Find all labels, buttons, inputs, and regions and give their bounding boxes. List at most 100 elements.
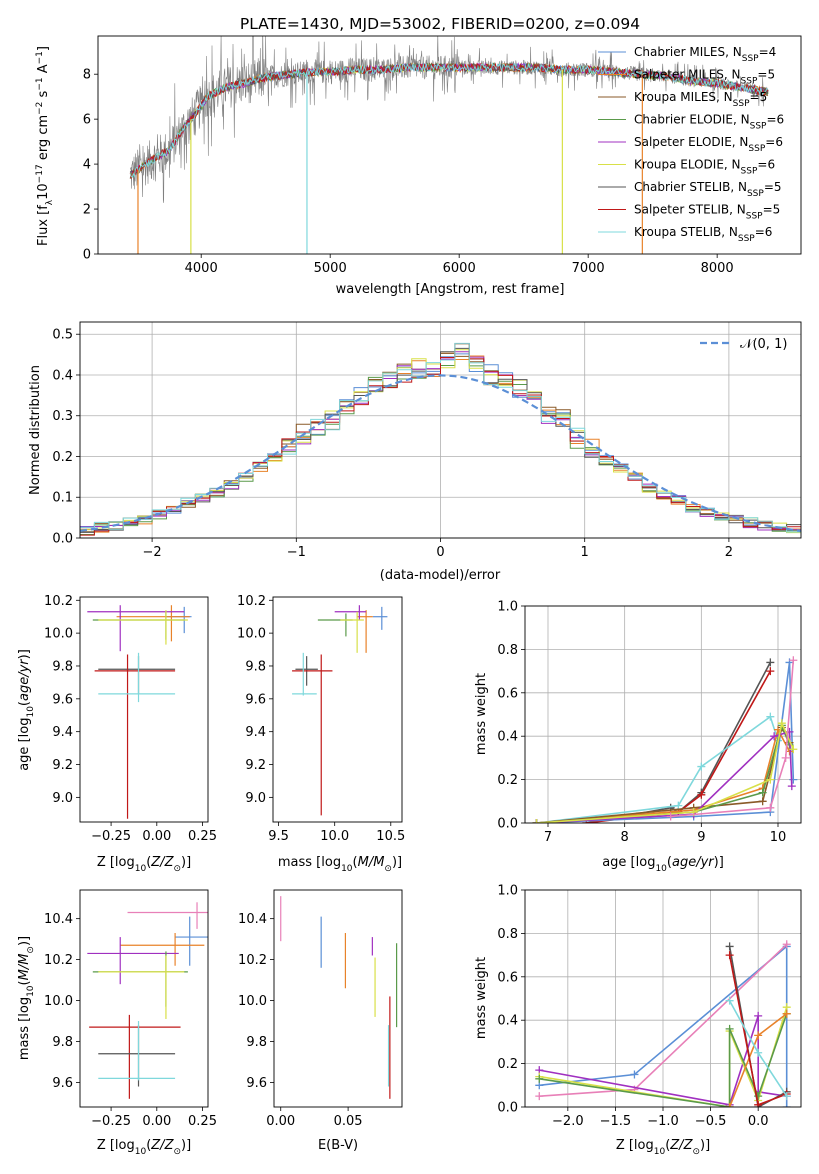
mass-weight-marker (766, 658, 775, 667)
mass-weight-marker (725, 996, 734, 1005)
x-axis-label: Z [log10(Z/Z⊙)] (97, 1138, 191, 1157)
x-axis-label: mass [log10(M/M⊙)] (278, 855, 402, 874)
mass-weight-marker (777, 719, 786, 728)
y-tick-label: 0.8 (497, 927, 518, 942)
axes-frame (97, 35, 802, 255)
x-tick-label: −1 (287, 545, 306, 560)
y-tick-label: 0.0 (497, 817, 518, 832)
x-tick-label: 10.0 (320, 829, 349, 844)
axes-frame (273, 889, 403, 1108)
plot-area-age-vs-mass (292, 605, 388, 816)
axes-age-vs-Z: −0.25 0.00 0.25 9.0 9.2 9.4 9.6 9.8 10.0 10.2 Z [l… (17, 594, 217, 874)
mass-weight-marker (789, 775, 798, 784)
x-axis-label: Z [log10(Z/Z⊙)] (97, 855, 191, 874)
mass-weight-marker (725, 951, 734, 960)
x-tick-label: 6000 (443, 261, 476, 276)
mass-weight-marker (789, 656, 798, 665)
mass-weight-marker (725, 1103, 734, 1107)
x-tick-label: 0.25 (188, 829, 217, 844)
mass-weight-marker (781, 753, 790, 762)
x-tick-label: 0.00 (142, 1114, 171, 1129)
axes-frame (272, 596, 403, 823)
y-axis-label: mass weight (474, 673, 489, 755)
x-axis-label: (data-model)/error (380, 568, 501, 583)
y-tick-label: 10.0 (44, 994, 73, 1009)
y-tick-label: 10.0 (237, 627, 266, 642)
x-tick-label: 2 (725, 545, 733, 560)
plot-area-spectrum (129, 36, 769, 254)
x-tick-label: 0.25 (188, 1114, 217, 1129)
mass-weight-marker (789, 745, 798, 754)
y-tick-label: 2 (83, 203, 91, 218)
x-axis-label: wavelength [Angstrom, rest frame] (336, 282, 565, 297)
y-tick-label: 0.4 (497, 1014, 518, 1029)
mass-weight-line (536, 715, 779, 823)
mass-weight-marker (725, 942, 734, 951)
y-tick-label: 0.2 (52, 450, 73, 465)
axes-frame (524, 889, 802, 1108)
legend-label: Salpeter MILES, NSSP=5 (634, 68, 775, 87)
y-axis-label: mass weight (474, 957, 489, 1039)
x-tick-label: 8 (621, 830, 629, 845)
mass-weight-marker (697, 762, 706, 771)
mass-weight-marker (766, 667, 775, 676)
y-tick-label: 0.3 (52, 409, 73, 424)
y-tick-label: 9.0 (52, 791, 73, 806)
y-tick-label: 9.8 (245, 659, 266, 674)
mass-weight-marker (535, 1074, 544, 1083)
mass-weight-marker (782, 1103, 791, 1107)
y-tick-label: 0.8 (497, 643, 518, 658)
y-tick-label: 10.2 (237, 594, 266, 609)
y-tick-label: 10.4 (44, 912, 73, 927)
y-tick-label: 9.2 (52, 758, 73, 773)
y-tick-label: 0.1 (52, 491, 73, 506)
y-tick-label: 0.4 (497, 730, 518, 745)
y-tick-label: 8 (83, 68, 91, 83)
legend-label: 𝒩(0, 1) (740, 337, 787, 352)
y-tick-label: 0 (83, 248, 91, 263)
x-axis-label: E(B-V) (318, 1138, 358, 1153)
mass-weight-marker (787, 782, 796, 791)
mass-weight-line (536, 662, 795, 823)
mass-weight-marker (754, 1100, 763, 1107)
mass-weight-marker (782, 1092, 791, 1101)
y-tick-label: 0.0 (497, 1101, 518, 1116)
y-tick-label: 10.4 (238, 912, 267, 927)
legend-label: Kroupa MILES, NSSP=5 (634, 90, 767, 109)
mass-weight-marker (758, 788, 767, 797)
axes-mass-vs-Z: −0.25 0.00 0.25 9.6 9.8 10.0 10.2 10.4 Z [log10(… (17, 889, 217, 1157)
y-tick-label: 9.4 (245, 725, 266, 740)
axes-mass-vs-EBV: 0.00 0.05 9.6 9.8 10.0 10.2 10.4 E(B-V) (238, 889, 403, 1153)
residual-histogram-step (80, 342, 801, 538)
plot-area-mass-vs-Z (87, 902, 208, 1099)
y-tick-label: 9.8 (52, 1035, 73, 1050)
mass-weight-marker (782, 940, 791, 949)
y-tick-label: 9.6 (52, 1076, 73, 1091)
x-tick-label: −1.0 (647, 1114, 679, 1129)
x-tick-label: 0.0 (748, 1114, 769, 1129)
axes-weight-vs-Z: −2.0 −1.5 −1.0 −0.5 0.0 0.0 0.2 0.4 0.6 0.8 1.0 Z [… (474, 884, 802, 1157)
y-tick-label: 9.6 (246, 1076, 267, 1091)
y-axis-label: Normed distribution (28, 365, 43, 495)
legend-label: Kroupa ELODIE, NSSP=6 (634, 158, 775, 177)
mass-weight-marker (766, 712, 775, 721)
y-tick-label: 0.2 (497, 773, 518, 788)
legend-label: Salpeter STELIB, NSSP=5 (634, 203, 780, 222)
y-tick-label: 0.2 (497, 1057, 518, 1072)
plot-area-weight-vs-Z (535, 940, 791, 1107)
y-tick-label: 9.6 (52, 692, 73, 707)
figure-title: PLATE=1430, MJD=53002, FIBERID=0200, z=0… (240, 15, 640, 33)
x-tick-label: 1 (581, 545, 589, 560)
y-tick-label: 0.6 (497, 970, 518, 985)
axes-frame (79, 321, 802, 539)
mass-weight-marker (766, 803, 775, 812)
x-tick-label: 0.05 (334, 1114, 363, 1129)
x-tick-label: −0.25 (91, 829, 131, 844)
x-tick-label: 7000 (572, 261, 605, 276)
mass-weight-marker (630, 1070, 639, 1079)
mass-weight-marker (725, 1024, 734, 1033)
y-tick-label: 9.8 (246, 1035, 267, 1050)
y-tick-label: 9.6 (245, 692, 266, 707)
legend-label: Chabrier MILES, NSSP=4 (634, 45, 776, 64)
axes-weight-vs-age: 7 8 9 10 0.0 0.2 0.4 0.6 0.8 1.0 age [log10(age/yr… (474, 600, 802, 874)
